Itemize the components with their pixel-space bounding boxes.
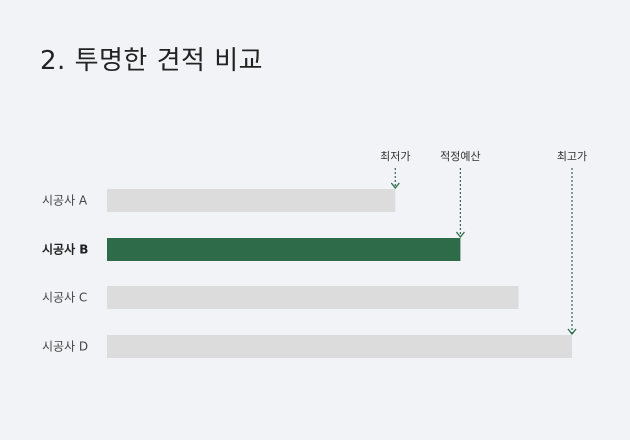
bar-contractor-d [107, 335, 572, 358]
marker-arrowhead-icon-2 [567, 328, 577, 336]
bar-contractor-b [107, 238, 461, 261]
bars-layer [107, 189, 572, 358]
marker-arrowhead-icon-0 [390, 182, 400, 190]
marker-arrowhead-icon-1 [455, 231, 465, 239]
marker-label-0: 최저가 [380, 150, 410, 163]
category-labels-layer: 시공사 A 시공사 B 시공사 C 시공사 D [42, 194, 88, 354]
bar-contractor-c [107, 286, 519, 309]
category-label-a: 시공사 A [42, 194, 88, 208]
category-label-d: 시공사 D [42, 340, 88, 354]
page-title: 2. 투명한 견적 비교 [40, 46, 264, 76]
reference-markers-layer: 최저가 적정예산 최고가 [380, 150, 587, 336]
marker-label-2: 최고가 [557, 150, 587, 163]
marker-label-1: 적정예산 [440, 150, 480, 163]
category-label-b: 시공사 B [42, 242, 88, 257]
category-label-c: 시공사 C [42, 291, 87, 305]
bar-contractor-a [107, 189, 396, 212]
